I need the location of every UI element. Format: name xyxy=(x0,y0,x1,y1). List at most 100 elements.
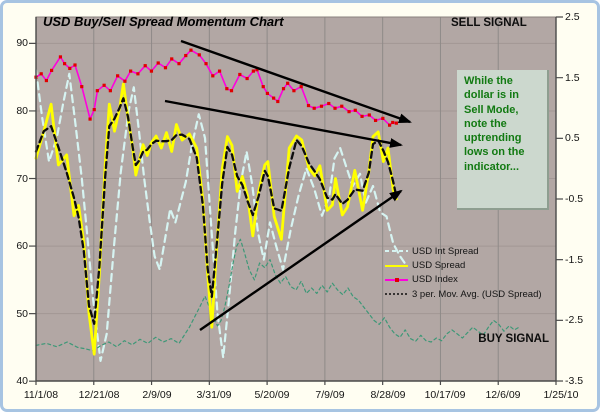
data-point-marker xyxy=(319,104,324,108)
data-point-marker xyxy=(211,74,215,78)
data-point-marker xyxy=(272,96,276,100)
data-point-marker xyxy=(292,89,296,93)
left-axis-tick-label: 90 xyxy=(16,37,28,49)
data-point-marker xyxy=(353,108,357,112)
trend-arrow xyxy=(199,189,403,331)
data-point-marker xyxy=(391,120,395,125)
data-point-marker xyxy=(73,63,77,67)
buy-signal-label: BUY SIGNAL xyxy=(478,333,549,345)
data-point-marker xyxy=(149,69,154,73)
data-point-marker xyxy=(360,114,364,118)
data-point-marker xyxy=(373,118,378,123)
data-point-marker xyxy=(204,62,208,66)
data-point-marker xyxy=(281,87,286,91)
legend-label: USD Index xyxy=(412,274,458,286)
data-point-marker xyxy=(255,68,259,72)
legend-item: 3 per. Mov. Avg. (USD Spread) xyxy=(385,287,542,301)
data-point-marker xyxy=(299,85,303,89)
data-point-marker xyxy=(58,55,63,59)
data-point-marker xyxy=(265,91,269,95)
right-axis-tick-label: 0.5 xyxy=(565,132,580,144)
data-point-marker xyxy=(327,101,331,106)
data-point-marker xyxy=(39,72,43,76)
x-axis-tick-label: 12/6/09 xyxy=(485,389,521,401)
left-axis-tick-label: 50 xyxy=(16,308,28,320)
data-point-marker xyxy=(184,53,188,58)
data-point-marker xyxy=(347,110,351,114)
x-axis-tick-label: 3/31/09 xyxy=(196,389,232,401)
annotation-note-box: While the dollar is in Sell Mode, note t… xyxy=(457,70,549,210)
data-point-marker xyxy=(229,89,234,93)
legend-label: USD Spread xyxy=(412,260,466,272)
data-point-marker xyxy=(129,69,133,73)
chart-legend: USD Int Spread USD Spread USD Index 3 per. … xyxy=(385,244,542,302)
data-point-marker xyxy=(95,89,99,93)
data-point-marker xyxy=(189,48,193,52)
data-point-marker xyxy=(312,106,316,110)
right-axis-tick-label: -0.5 xyxy=(565,193,584,205)
data-point-marker xyxy=(197,53,201,57)
legend-item: USD Int Spread xyxy=(385,244,542,258)
data-point-marker xyxy=(123,79,127,83)
x-axis-tick-label: 10/17/09 xyxy=(424,389,466,401)
data-point-marker xyxy=(108,89,112,93)
left-axis-tick-label: 80 xyxy=(16,105,28,117)
data-point-marker xyxy=(238,72,242,77)
data-point-marker xyxy=(50,68,54,73)
legend-item: USD Index xyxy=(385,273,542,287)
sell-signal-label: SELL SIGNAL xyxy=(451,17,527,29)
x-axis-tick-label: 5/20/09 xyxy=(254,389,290,401)
data-point-marker xyxy=(170,57,174,61)
series-3-per-mov-avg-usd-spread- xyxy=(34,97,398,325)
data-point-marker xyxy=(80,85,84,89)
data-point-marker xyxy=(163,66,168,70)
right-axis-tick-label: -1.5 xyxy=(565,254,584,266)
left-axis-tick-label: 40 xyxy=(16,375,28,387)
x-axis-tick-label: 8/28/09 xyxy=(370,389,406,401)
data-point-marker xyxy=(286,81,290,85)
legend-swatch-solid-marker xyxy=(385,277,408,282)
right-axis-tick-label: 2.5 xyxy=(565,11,580,23)
x-axis-tick-label: 2/9/09 xyxy=(142,389,172,401)
data-point-marker xyxy=(276,99,280,104)
data-point-marker xyxy=(63,62,67,66)
data-point-marker xyxy=(381,116,385,120)
x-axis-tick-label: 1/25/10 xyxy=(543,389,579,401)
right-axis-tick-label: -3.5 xyxy=(565,375,584,387)
legend-item: USD Spread xyxy=(385,258,542,272)
data-point-marker xyxy=(261,85,265,89)
data-point-marker xyxy=(340,104,344,108)
left-axis-tick-label: 70 xyxy=(16,173,28,185)
x-axis-tick-label: 7/9/09 xyxy=(315,389,345,401)
data-point-marker xyxy=(245,76,249,81)
x-axis-tick-label: 12/21/08 xyxy=(78,389,120,401)
data-point-marker xyxy=(156,61,160,65)
left-axis-tick-label: 60 xyxy=(16,240,28,252)
legend-label: 3 per. Mov. Avg. (USD Spread) xyxy=(412,288,542,300)
legend-swatch-fine-dashed xyxy=(385,293,408,296)
legend-swatch-solid xyxy=(385,264,408,267)
data-point-marker xyxy=(333,106,337,110)
data-point-marker xyxy=(367,113,371,117)
data-point-marker xyxy=(177,62,181,66)
data-point-marker xyxy=(68,66,72,70)
data-point-marker xyxy=(116,74,120,78)
data-point-marker xyxy=(394,121,398,125)
right-axis-tick-label: -2.5 xyxy=(565,314,584,326)
trend-arrow xyxy=(164,99,403,148)
data-point-marker xyxy=(92,108,96,112)
chart-title: USD Buy/Sell Spread Momentum Chart xyxy=(43,14,284,29)
x-axis-tick-label: 11/1/08 xyxy=(23,389,59,401)
data-point-marker xyxy=(44,78,48,83)
data-point-marker xyxy=(102,83,106,87)
data-point-marker xyxy=(136,72,140,76)
legend-label: USD Int Spread xyxy=(412,245,479,257)
legend-swatch-dashed xyxy=(385,250,408,253)
trend-arrow xyxy=(180,39,412,124)
data-point-marker xyxy=(88,117,92,121)
right-axis-tick-label: 1.5 xyxy=(565,72,580,84)
data-point-marker xyxy=(388,123,392,127)
data-point-marker xyxy=(251,69,255,73)
data-point-marker xyxy=(143,64,147,68)
